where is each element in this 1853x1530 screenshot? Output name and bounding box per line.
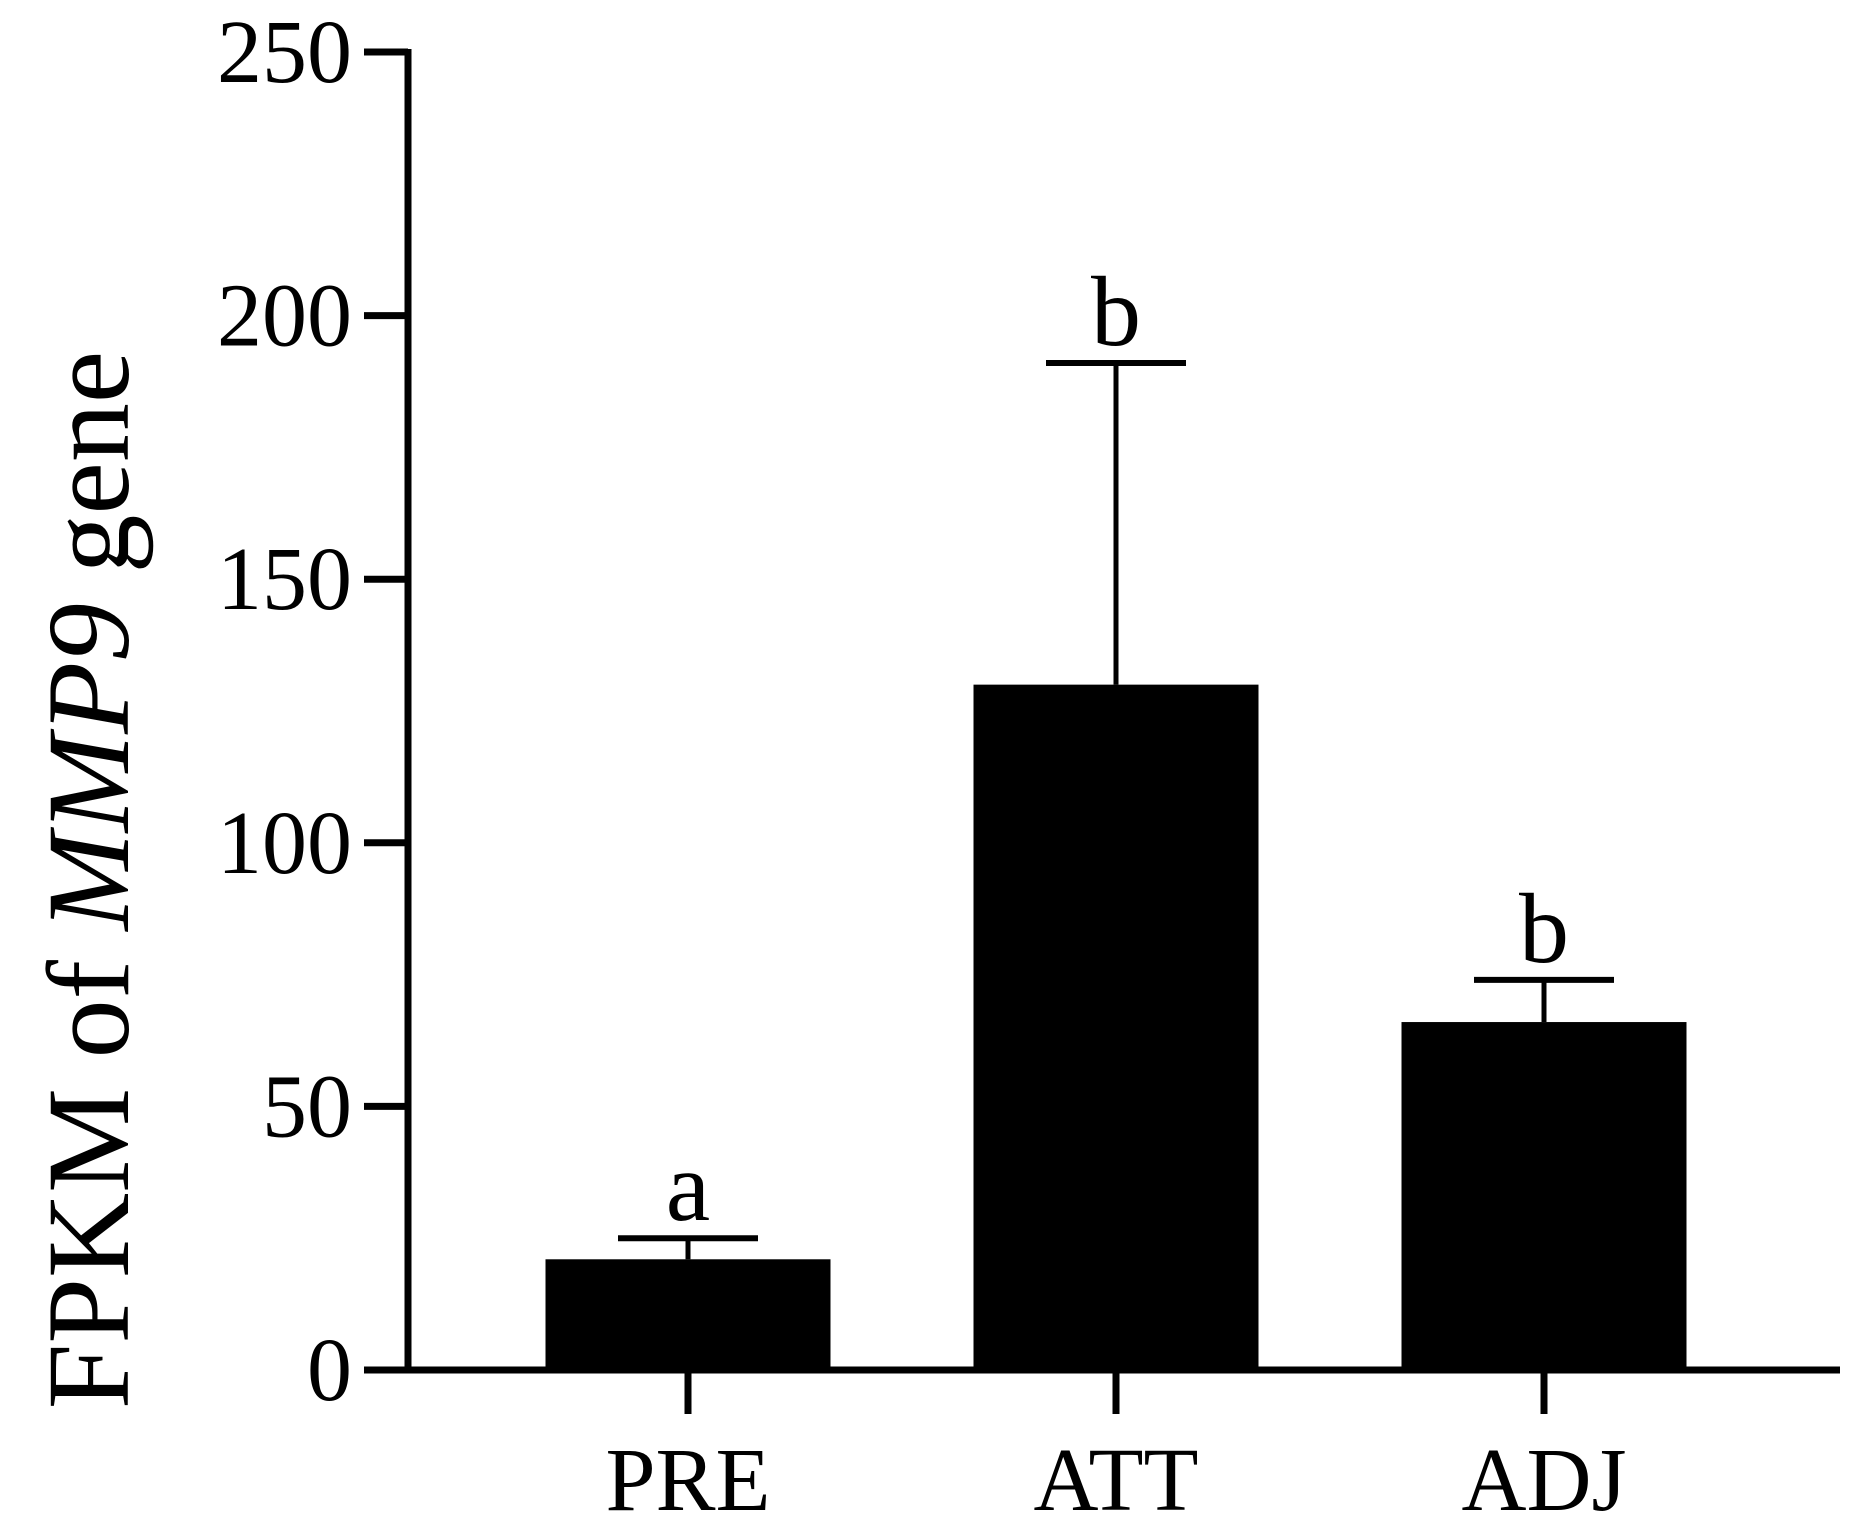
y-tick-label-250: 250 bbox=[217, 3, 352, 102]
axes-layer bbox=[364, 48, 1840, 1414]
error-bars-layer bbox=[618, 360, 1614, 1260]
y-tick-label-100: 100 bbox=[217, 794, 352, 893]
labels-layer: a PRE b ATT b ADJ 0 50 100 150 200 250 bbox=[217, 3, 1627, 1530]
svg-text:FPKM of MMP9 gene: FPKM of MMP9 gene bbox=[23, 351, 154, 1410]
significance-label-att: b bbox=[1091, 256, 1141, 367]
y-tick-label-0: 0 bbox=[307, 1321, 352, 1420]
bar-att bbox=[973, 684, 1259, 1370]
bar-adj bbox=[1401, 1022, 1687, 1370]
y-axis-title: FPKM of MMP9 gene bbox=[23, 351, 154, 1410]
x-tick-label-adj: ADJ bbox=[1461, 1431, 1626, 1530]
x-tick-label-pre: PRE bbox=[605, 1431, 770, 1530]
bar-pre bbox=[545, 1259, 831, 1370]
y-tick-label-150: 150 bbox=[217, 530, 352, 629]
bars-layer bbox=[545, 684, 1687, 1370]
significance-label-adj: b bbox=[1519, 873, 1569, 984]
y-tick-label-200: 200 bbox=[217, 267, 352, 366]
x-tick-label-att: ATT bbox=[1034, 1431, 1199, 1530]
significance-label-pre: a bbox=[666, 1131, 710, 1242]
y-axis-title-gene: MMP9 bbox=[23, 603, 154, 933]
y-axis-title-suffix: gene bbox=[23, 351, 154, 603]
y-axis-title-prefix: FPKM of bbox=[23, 931, 154, 1410]
y-tick-label-50: 50 bbox=[262, 1057, 352, 1156]
